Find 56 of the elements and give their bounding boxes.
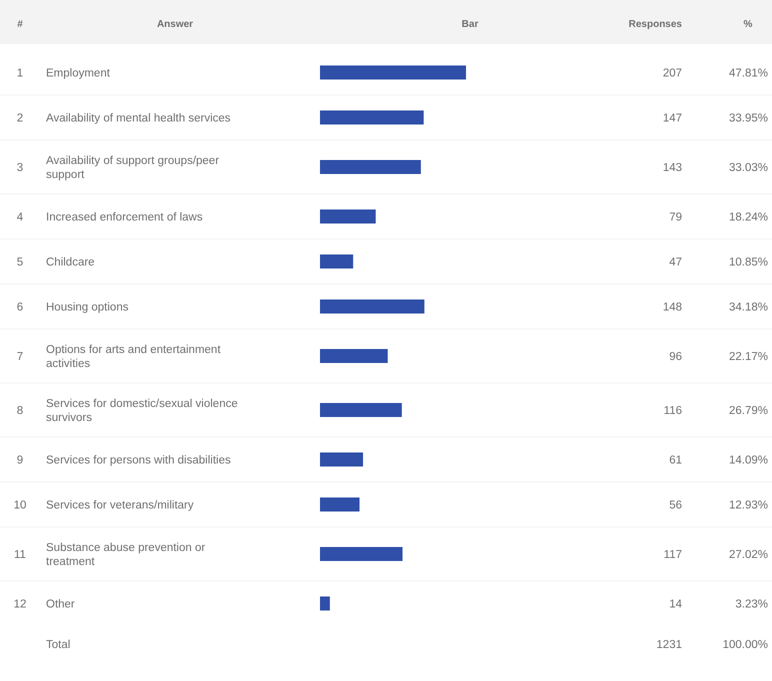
text: Responses — [628, 19, 682, 30]
text: % — [744, 19, 753, 30]
y-tick-label: Substance abuse prevention or treatment — [46, 542, 206, 568]
text: 10.85% — [728, 256, 768, 268]
data-label: 14 — [669, 598, 683, 610]
text: Bar — [462, 19, 478, 30]
y-tick-label: Options for arts and entertainment activities — [46, 344, 222, 370]
text: 3 — [16, 162, 24, 174]
data-label: 47 — [669, 256, 682, 268]
text: 6 — [16, 302, 24, 314]
data-label: 148 — [662, 302, 682, 314]
y-tick-label: Employment — [46, 68, 111, 80]
text: 11 — [14, 549, 26, 561]
text: 2 — [16, 112, 24, 124]
text: 9 — [16, 454, 24, 466]
text: 26.79% — [728, 405, 768, 417]
y-tick-label: Services for persons with disabilities — [46, 454, 231, 466]
text: 1 — [16, 68, 24, 80]
text: 33.95% — [728, 112, 768, 124]
y-tick-label: Services for domestic/sexual violence survivors — [46, 398, 238, 424]
text: Total — [46, 639, 70, 651]
text: 4 — [16, 212, 24, 224]
data-label: 96 — [669, 351, 682, 363]
y-tick-label: Childcare — [46, 256, 95, 268]
y-tick-label: Availability of mental health services — [46, 112, 231, 124]
y-tick-label: Housing options — [46, 302, 129, 314]
data-label: 117 — [664, 549, 682, 561]
text: # — [17, 19, 24, 30]
data-label: 79 — [669, 212, 682, 224]
text: 22.17% — [728, 351, 768, 363]
data-label: 207 — [662, 68, 682, 80]
text: 100.00% — [722, 639, 768, 651]
text: 12 — [14, 598, 26, 610]
text: 34.18% — [728, 302, 768, 314]
text: 7 — [16, 351, 24, 363]
text: 5 — [16, 256, 24, 268]
y-tick-label: Availability of support groups/peer support — [46, 155, 220, 181]
y-tick-label: Services for veterans/military — [46, 500, 194, 512]
text: 10 — [14, 500, 26, 512]
text: 27.02% — [728, 549, 768, 561]
y-tick-label: Other — [46, 598, 75, 610]
text: 33.03% — [728, 162, 768, 174]
text: 47.81% — [728, 68, 768, 80]
text: 3.23% — [735, 598, 768, 610]
y-tick-label: Increased enforcement of laws — [46, 212, 203, 224]
data-label: 116 — [664, 405, 682, 417]
data-label: 147 — [662, 112, 682, 124]
text: 1231 — [656, 639, 682, 651]
text: 18.24% — [728, 212, 768, 224]
data-label: 143 — [662, 162, 682, 174]
data-label: 61 — [669, 454, 682, 466]
text: Answer — [156, 19, 194, 30]
text: 14.09% — [728, 454, 768, 466]
text: 12.93% — [728, 500, 768, 512]
text: 8 — [16, 405, 24, 417]
data-label: 56 — [669, 500, 682, 512]
